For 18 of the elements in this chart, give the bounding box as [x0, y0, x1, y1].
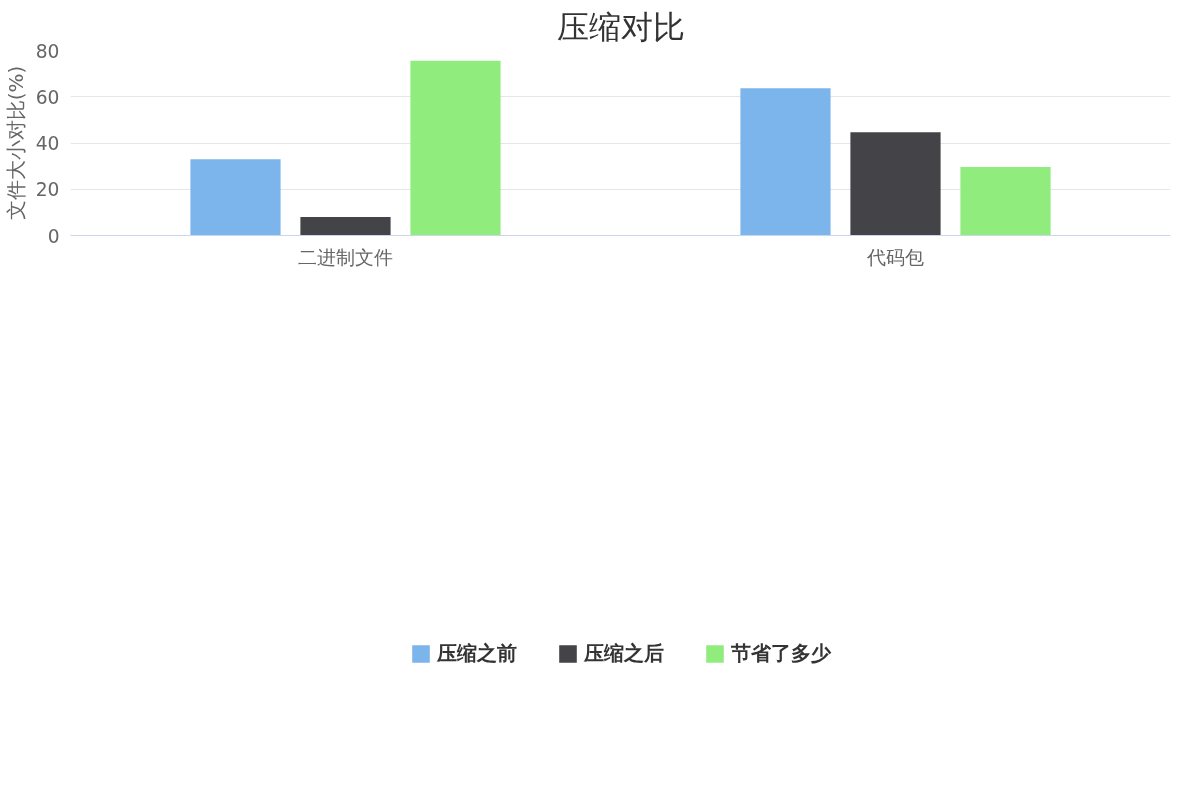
legend-label: 节省了多少: [730, 639, 831, 667]
bar: [190, 159, 281, 236]
y-axis-title: 文件大小对比(%): [3, 65, 28, 221]
x-tick-label: 二进制文件: [298, 246, 393, 268]
y-tick-label: 60: [35, 86, 60, 108]
chart-title: 压缩对比: [556, 7, 685, 46]
bar: [960, 167, 1051, 236]
y-tick-label: 40: [35, 133, 60, 154]
bar: [850, 132, 941, 236]
legend-label: 压缩之后: [583, 639, 664, 667]
bar: [300, 217, 391, 236]
y-tick-label: 20: [35, 179, 60, 201]
y-tick-label: 80: [35, 40, 60, 62]
legend-label: 压缩之前: [436, 639, 517, 667]
bar: [740, 88, 831, 236]
y-tick-label: 0: [47, 225, 60, 247]
x-tick-label: 代码包: [866, 246, 924, 268]
bar: [410, 60, 501, 236]
